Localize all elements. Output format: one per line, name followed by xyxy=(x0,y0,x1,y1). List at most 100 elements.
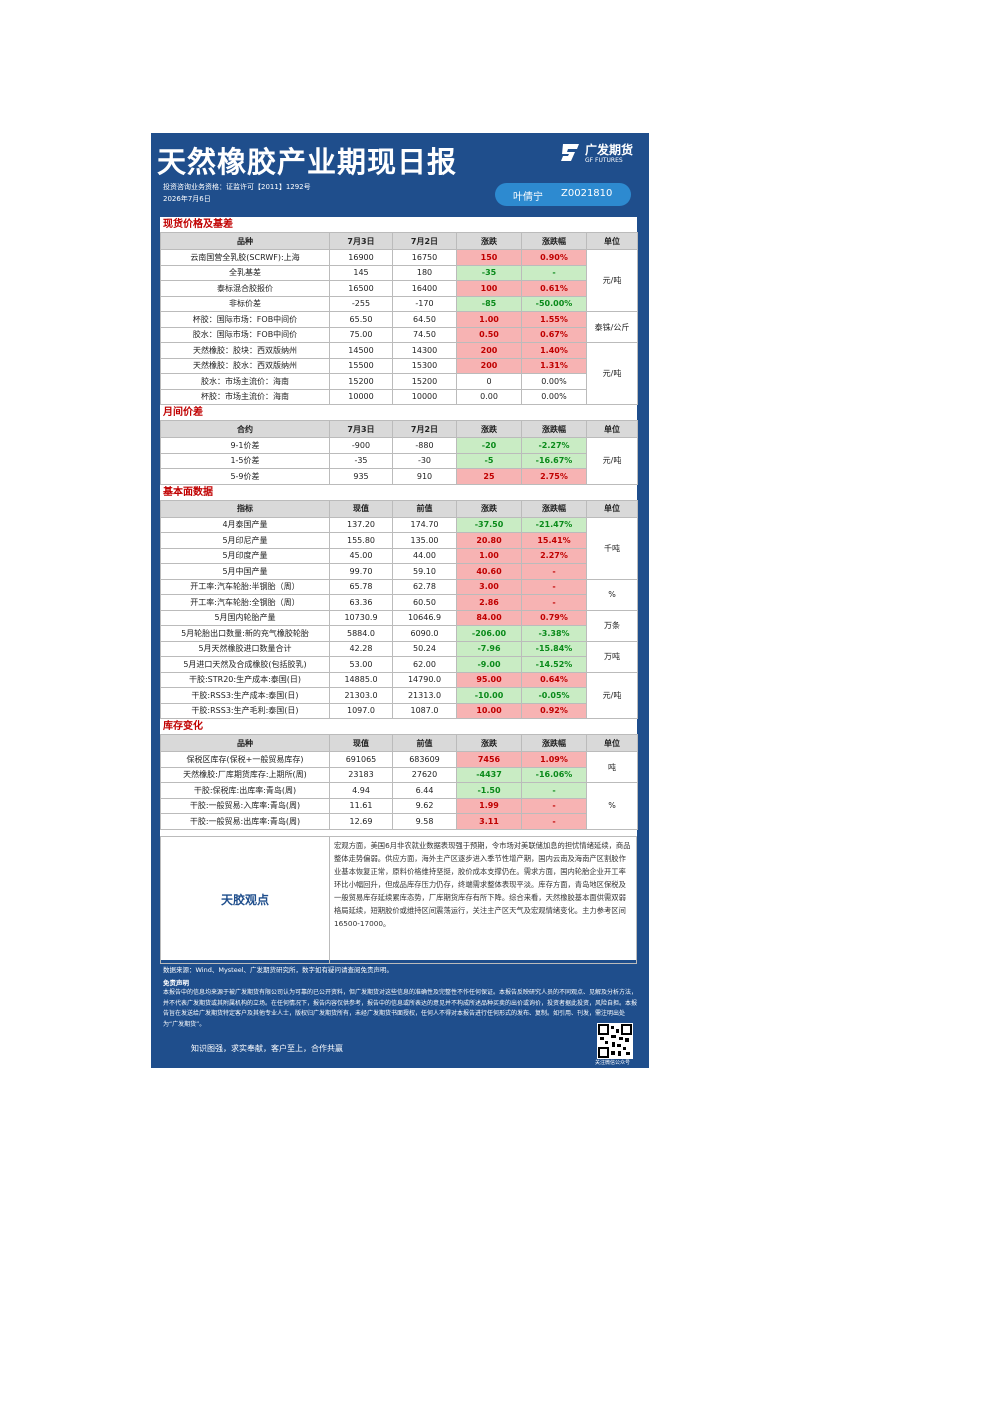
cell: 0.00 xyxy=(456,388,522,405)
license: 投资咨询业务资格：证监许可【2011】1292号 xyxy=(163,183,311,191)
cell: -30 xyxy=(392,452,457,469)
cell: 1.09% xyxy=(521,751,587,768)
unit: 吨 xyxy=(586,751,638,783)
cell: 0.67% xyxy=(521,326,587,343)
table-row: 保税区库存(保税+一般贸易库存) 691065 683609 7456 1.09% 吨 xyxy=(160,751,638,783)
analyst: 叶倩宁 xyxy=(513,192,543,203)
cell: -85 xyxy=(456,295,522,312)
column-header: 涨跌 xyxy=(456,232,522,250)
row-label: 干胶:一般贸易:出库率:青岛(周) xyxy=(160,813,330,830)
cell: 10000 xyxy=(329,388,393,405)
column-header: 前值 xyxy=(392,734,457,752)
cell: -1.50 xyxy=(456,782,522,799)
cell: 42.28 xyxy=(329,640,393,657)
unit: % xyxy=(586,578,638,611)
cell: 6.44 xyxy=(392,782,457,799)
column-header: 7月3日 xyxy=(329,232,393,250)
cell: 0.00% xyxy=(521,388,587,405)
table-row: 干胶:一般贸易:入库率:青岛(周) 11.61 9.62 1.99- xyxy=(160,797,638,814)
cell: 1.00 xyxy=(456,311,522,328)
cell: -15.84% xyxy=(521,640,587,657)
data-table: 合约 7月3日 7月2日 涨跌 涨跌幅 单位 9-1价差 -900 -880 -20 -2.27% 元… xyxy=(160,420,638,485)
row-label: 5月轮胎出口数量:新的充气橡胶轮胎 xyxy=(160,625,330,642)
section-title: 库存变化 xyxy=(163,721,203,732)
cell: 0.50 xyxy=(456,326,522,343)
column-header: 单位 xyxy=(586,499,638,518)
cell: 10730.9 xyxy=(329,609,393,626)
sections: 现货价格及基差 品种 7月3日 7月2日 涨跌 涨跌幅 单位 云南国营全乳胶(SCRWF):上… xyxy=(160,217,638,830)
cell: 16400 xyxy=(392,280,457,297)
row-label: 干胶:保税库:出库率:青岛(周) xyxy=(160,782,330,799)
column-header: 前值 xyxy=(392,499,457,518)
cell: 7456 xyxy=(456,751,522,768)
unit: 元/吨 xyxy=(586,342,638,405)
row-label: 杯胶：国际市场：FOB中间价 xyxy=(160,311,330,328)
unit: % xyxy=(586,782,638,830)
cell: 2.86 xyxy=(456,594,522,611)
cell: 16500 xyxy=(329,280,393,297)
table-row: 干胶:RSS3:生产成本:泰国(日) 21303.0 21313.0 -10.00 -0… xyxy=(160,687,638,704)
cell: -35 xyxy=(456,264,522,281)
cell: -206.00 xyxy=(456,625,522,642)
cell: 44.00 xyxy=(392,547,457,564)
cell: 15.41% xyxy=(521,532,587,549)
cell: 25 xyxy=(456,468,522,485)
cell: 14300 xyxy=(392,342,457,359)
cell: 14500 xyxy=(329,342,393,359)
cell: 65.50 xyxy=(329,311,393,328)
table-row: 5月进口天然及合成橡胶(包括胶乳) 53.00 62.00 -9.00 -14.52% xyxy=(160,656,638,673)
table-row: 开工率:汽车轮胎:半钢胎（周） 65.78 62.78 3.00-% xyxy=(160,578,638,611)
table-row: 杯胶：市场主流价：海南 10000 10000 0.00 0.00% xyxy=(160,388,638,405)
row-label: 5-9价差 xyxy=(160,468,330,485)
table-row: 5月中国产量 99.70 59.10 40.60- xyxy=(160,563,638,580)
row-label: 5月印尼产量 xyxy=(160,532,330,549)
row-label: 保税区库存(保税+一般贸易库存) xyxy=(160,751,330,768)
cell: 1097.0 xyxy=(329,702,393,719)
column-header: 现值 xyxy=(329,499,393,518)
row-label: 干胶:RSS3:生产成本:泰国(日) xyxy=(160,687,330,704)
cell: -3.38% xyxy=(521,625,587,642)
cell: 75.00 xyxy=(329,326,393,343)
cell: 1087.0 xyxy=(392,702,457,719)
cell: -37.50 xyxy=(456,516,522,533)
cell: 16750 xyxy=(392,249,457,266)
data-table: 品种 7月3日 7月2日 涨跌 涨跌幅 单位 云南国营全乳胶(SCRWF):上海 16900 1… xyxy=(160,232,638,405)
cell: 45.00 xyxy=(329,547,393,564)
cell: 65.78 xyxy=(329,578,393,595)
cell: -21.47% xyxy=(521,516,587,533)
logo-mark xyxy=(561,144,579,161)
row-label: 胶水：国际市场：FOB中间价 xyxy=(160,326,330,343)
cell: 60.50 xyxy=(392,594,457,611)
table-row: 4月泰国产量 137.20 174.70 -37.50 -21.47% 千吨 xyxy=(160,516,638,580)
table-row: 天然橡胶:厂库期货库存:上期所(周) 23183 27620 -4437 -16.06% xyxy=(160,766,638,783)
cell: - xyxy=(521,797,587,814)
row-label: 1-5价差 xyxy=(160,452,330,469)
cell: 100 xyxy=(456,280,522,297)
row-label: 云南国营全乳胶(SCRWF):上海 xyxy=(160,249,330,266)
cell: 3.11 xyxy=(456,813,522,830)
cell: 180 xyxy=(392,264,457,281)
cell: -2.27% xyxy=(521,437,587,454)
cell: 16900 xyxy=(329,249,393,266)
cell: 0.61% xyxy=(521,280,587,297)
row-label: 5月天然橡胶进口数量合计 xyxy=(160,640,330,657)
row-label: 9-1价差 xyxy=(160,437,330,454)
cell: - xyxy=(521,813,587,830)
content: 现货价格及基差 品种 7月3日 7月2日 涨跌 涨跌幅 单位 云南国营全乳胶(SCRWF):上… xyxy=(160,217,638,964)
cell: -7.96 xyxy=(456,640,522,657)
cell: 62.78 xyxy=(392,578,457,595)
cell: 14885.0 xyxy=(329,671,393,688)
cell: 0.90% xyxy=(521,249,587,266)
cell: 155.80 xyxy=(329,532,393,549)
cell: 200 xyxy=(456,342,522,359)
cell: 10.00 xyxy=(456,702,522,719)
cell: - xyxy=(521,782,587,799)
date: 2026年7月6日 xyxy=(163,195,211,203)
cell: 1.99 xyxy=(456,797,522,814)
cell: 23183 xyxy=(329,766,393,783)
cell: 12.69 xyxy=(329,813,393,830)
cell: -16.67% xyxy=(521,452,587,469)
table-row: 干胶:STR20:生产成本:泰国(日) 14885.0 14790.0 95.00 0.… xyxy=(160,671,638,719)
column-header: 指标 xyxy=(160,499,330,518)
